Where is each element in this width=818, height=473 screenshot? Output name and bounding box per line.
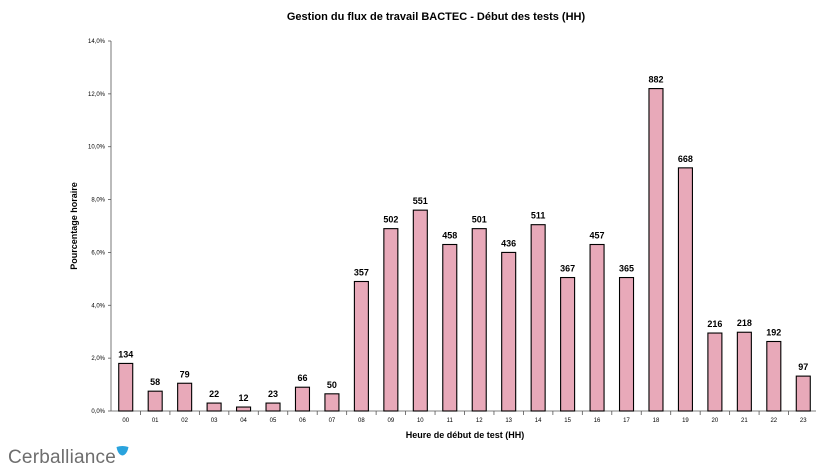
x-tick-label: 04 xyxy=(240,418,247,424)
bar-09 xyxy=(383,228,399,412)
cerballiance-logo: Cerballiance xyxy=(8,447,116,469)
y-tick-label: 10,0% xyxy=(88,145,106,151)
x-tick-label: 17 xyxy=(623,418,630,424)
bar-06 xyxy=(294,386,311,412)
data-label-11: 458 xyxy=(442,231,457,241)
x-tick-label: 20 xyxy=(712,418,719,424)
x-axis-label: Heure de début de test (HH) xyxy=(406,430,525,440)
data-label-22: 192 xyxy=(766,327,781,337)
bar-17 xyxy=(618,276,635,412)
bar-14 xyxy=(530,224,546,412)
data-label-06: 66 xyxy=(297,373,307,383)
y-tick-label: 4,0% xyxy=(91,303,105,309)
x-tick-label: 03 xyxy=(211,418,218,424)
y-tick-label: 12,0% xyxy=(88,92,106,98)
x-tick-label: 18 xyxy=(653,418,660,424)
bar-13 xyxy=(501,251,517,412)
data-label-16: 457 xyxy=(590,231,605,241)
y-tick-label: 14,0% xyxy=(88,39,106,45)
y-tick-label: 8,0% xyxy=(91,198,105,204)
x-tick-label: 06 xyxy=(299,418,306,424)
x-tick-label: 23 xyxy=(800,418,807,424)
x-tick-label: 22 xyxy=(770,418,777,424)
bar-22 xyxy=(766,340,782,412)
data-label-21: 218 xyxy=(737,318,752,328)
data-label-00: 134 xyxy=(118,349,133,359)
bar-21 xyxy=(736,331,752,412)
x-tick-label: 14 xyxy=(535,418,542,424)
x-tick-label: 19 xyxy=(682,418,689,424)
y-tick-label: 2,0% xyxy=(91,356,105,362)
data-label-02: 79 xyxy=(180,369,190,379)
logo-drop-icon xyxy=(116,446,129,456)
data-label-03: 22 xyxy=(209,389,219,399)
y-tick-label: 6,0% xyxy=(91,250,105,256)
x-tick-label: 00 xyxy=(122,418,129,424)
bar-23 xyxy=(795,375,811,412)
data-label-19: 668 xyxy=(678,154,693,164)
x-tick-label: 05 xyxy=(270,418,277,424)
data-label-18: 882 xyxy=(648,75,663,85)
bar-10 xyxy=(412,209,428,412)
bar-20 xyxy=(707,332,723,412)
y-axis-label: Pourcentage horaire xyxy=(69,182,79,270)
bar-19 xyxy=(677,167,693,412)
bar-18 xyxy=(648,88,664,412)
bar-03 xyxy=(206,402,222,412)
x-tick-label: 16 xyxy=(594,418,601,424)
y-tick-label: 0,0% xyxy=(91,409,105,415)
data-label-04: 12 xyxy=(239,393,249,403)
x-tick-label: 09 xyxy=(388,418,395,424)
data-label-07: 50 xyxy=(327,380,337,390)
data-label-23: 97 xyxy=(798,362,808,372)
x-tick-label: 13 xyxy=(505,418,512,424)
data-label-12: 501 xyxy=(472,215,487,225)
x-tick-label: 07 xyxy=(329,418,336,424)
x-tick-label: 15 xyxy=(564,418,571,424)
data-label-14: 511 xyxy=(531,211,546,221)
data-label-13: 436 xyxy=(501,238,516,248)
data-label-20: 216 xyxy=(707,319,722,329)
x-tick-label: 12 xyxy=(476,418,483,424)
data-label-01: 58 xyxy=(150,377,160,387)
data-label-05: 23 xyxy=(268,389,278,399)
bar-05 xyxy=(265,402,281,412)
bar-04 xyxy=(236,406,252,412)
bar-08 xyxy=(353,280,369,412)
x-tick-label: 10 xyxy=(417,418,424,424)
x-tick-label: 01 xyxy=(152,418,159,424)
bar-12 xyxy=(471,228,487,412)
bar-02 xyxy=(177,382,193,412)
bar-15 xyxy=(560,276,576,412)
data-label-15: 367 xyxy=(560,264,575,274)
data-label-17: 365 xyxy=(619,264,634,274)
logo-text: Cerballiance xyxy=(8,447,117,468)
data-label-09: 502 xyxy=(383,215,398,225)
data-label-10: 551 xyxy=(413,196,428,206)
bar-00 xyxy=(118,362,134,412)
x-tick-label: 08 xyxy=(358,418,365,424)
bar-11 xyxy=(442,243,458,412)
bar-01 xyxy=(147,390,163,412)
bar-07 xyxy=(324,393,340,412)
x-tick-label: 21 xyxy=(741,418,748,424)
x-tick-label: 02 xyxy=(181,418,188,424)
bar-16 xyxy=(589,243,605,412)
data-label-08: 357 xyxy=(354,268,369,278)
x-tick-label: 11 xyxy=(447,418,454,424)
chart-title: Gestion du flux de travail BACTEC - Débu… xyxy=(287,11,586,23)
plot-area: 0,0% 2,0% 4,0% 6,0% 8,0% 10,0% 12,0% 14,0% 134 00… xyxy=(88,39,816,424)
